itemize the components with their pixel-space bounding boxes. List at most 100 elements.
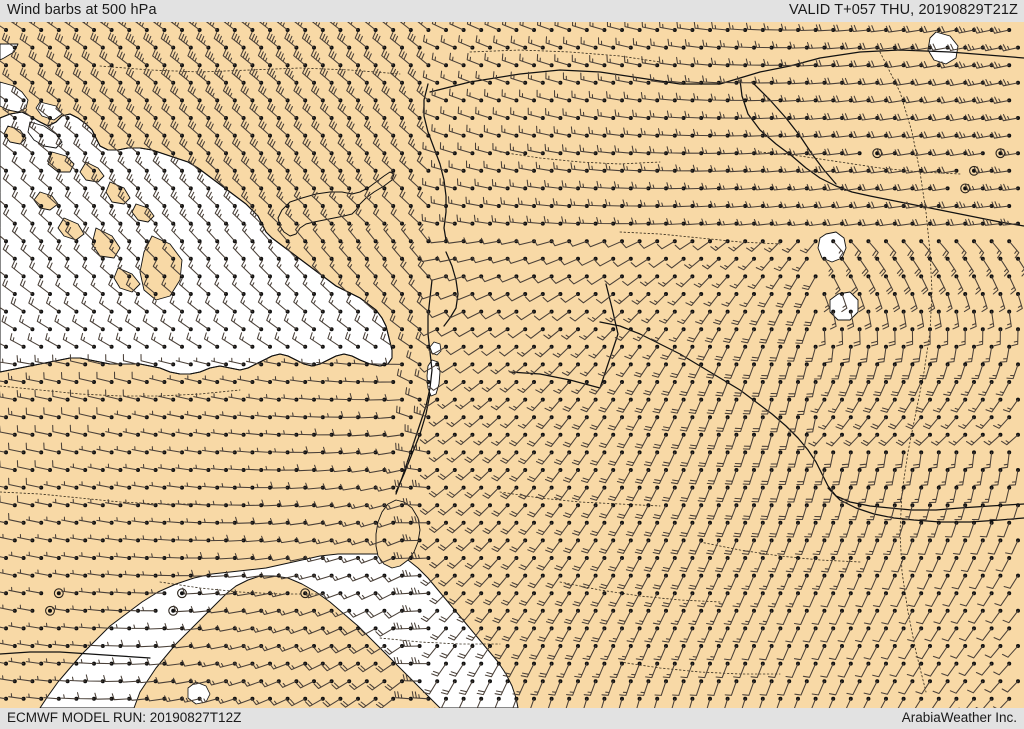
wind-barb <box>973 201 993 209</box>
wind-barb <box>250 242 262 260</box>
wind-barb <box>375 521 394 528</box>
wind-barb <box>815 130 834 138</box>
wind-barb <box>225 643 245 651</box>
wind-barb <box>824 148 843 156</box>
wind-barb <box>805 381 817 398</box>
wind-barb <box>2 242 16 260</box>
country-border-10 <box>423 83 447 241</box>
wind-barb <box>78 552 95 559</box>
wind-barb <box>354 66 368 84</box>
wind-barb <box>304 698 324 707</box>
wind-barb <box>294 22 306 31</box>
wind-barb <box>515 238 535 246</box>
wind-barb <box>431 124 447 137</box>
wind-barb <box>750 663 764 679</box>
wind-barb <box>383 503 403 511</box>
wind-barb <box>116 49 130 66</box>
wind-barb <box>595 258 614 267</box>
wind-barb <box>929 113 949 122</box>
wind-barb <box>7 407 25 418</box>
wind-barb <box>402 534 421 542</box>
calm-wind-symbol <box>177 588 187 599</box>
wind-barb <box>219 411 236 418</box>
wind-barb <box>852 416 869 430</box>
wind-barb <box>732 592 746 608</box>
wind-barb <box>938 61 957 69</box>
wind-barb <box>349 680 368 691</box>
wind-barb <box>454 328 473 338</box>
map-canvas-container[interactable] <box>0 22 1024 708</box>
wind-barb <box>140 571 157 577</box>
wind-barb <box>454 293 473 301</box>
wind-barb <box>199 696 218 704</box>
wind-barb <box>458 35 473 49</box>
wind-barb <box>216 625 236 632</box>
wind-barb <box>876 218 896 227</box>
wind-barb <box>885 201 905 209</box>
wind-barb <box>463 346 482 356</box>
wind-barb <box>52 424 69 436</box>
wind-barb <box>419 255 438 263</box>
wind-barb <box>967 645 984 659</box>
wind-barb <box>1017 258 1024 277</box>
wind-barb <box>932 680 949 695</box>
wind-barb <box>934 575 949 590</box>
wind-barb <box>947 451 957 469</box>
wind-barb <box>358 698 377 708</box>
wind-barb <box>631 293 649 305</box>
wind-barb <box>355 207 368 225</box>
wind-barb <box>630 258 649 268</box>
wind-barb <box>414 368 429 383</box>
wind-barb <box>184 554 201 559</box>
wind-barb <box>718 182 737 190</box>
wind-barb <box>1000 451 1010 469</box>
wind-barb <box>60 371 77 383</box>
wind-barb <box>249 66 262 84</box>
wind-barb <box>973 26 993 34</box>
wind-barb <box>472 328 491 338</box>
wind-barb <box>919 504 931 521</box>
wind-barb <box>99 189 113 207</box>
wind-barb <box>811 680 825 696</box>
wind-barb <box>161 207 174 225</box>
wind-barb <box>528 610 544 624</box>
wind-barb <box>96 516 113 524</box>
wind-barb <box>416 189 429 207</box>
wind-barb <box>206 224 218 242</box>
wind-barb <box>973 469 984 486</box>
wind-barb <box>481 381 500 393</box>
wind-barb <box>613 293 632 305</box>
wind-barb <box>903 60 922 69</box>
wind-barb <box>551 239 570 247</box>
wind-barb <box>389 313 403 330</box>
wind-barb <box>710 57 729 66</box>
wind-barb <box>710 129 729 137</box>
wind-barb <box>427 311 447 319</box>
wind-barb <box>283 313 297 330</box>
wind-barb <box>578 293 597 304</box>
wind-barb <box>947 113 966 122</box>
wind-barb <box>588 346 605 359</box>
wind-barb <box>125 278 139 295</box>
wind-barb <box>967 680 984 694</box>
wind-barb <box>52 640 69 647</box>
wind-barb <box>518 125 535 137</box>
wind-barb <box>857 522 869 538</box>
wind-barb <box>586 240 605 248</box>
wind-barb <box>491 215 509 225</box>
wind-barb <box>52 498 69 506</box>
wind-barb <box>507 328 526 339</box>
wind-barb <box>771 148 790 156</box>
wind-barb <box>20 102 33 119</box>
wind-barb <box>415 331 429 348</box>
wind-barb <box>184 518 201 524</box>
wind-barb <box>205 119 218 137</box>
wind-barb <box>126 242 139 260</box>
wind-barb <box>298 430 315 436</box>
wind-barb-map[interactable] <box>0 22 1024 708</box>
wind-barb <box>903 166 922 174</box>
wind-barb <box>509 575 526 588</box>
wind-barb <box>331 538 350 545</box>
wind-barb <box>240 49 253 66</box>
wind-barb <box>741 610 755 626</box>
